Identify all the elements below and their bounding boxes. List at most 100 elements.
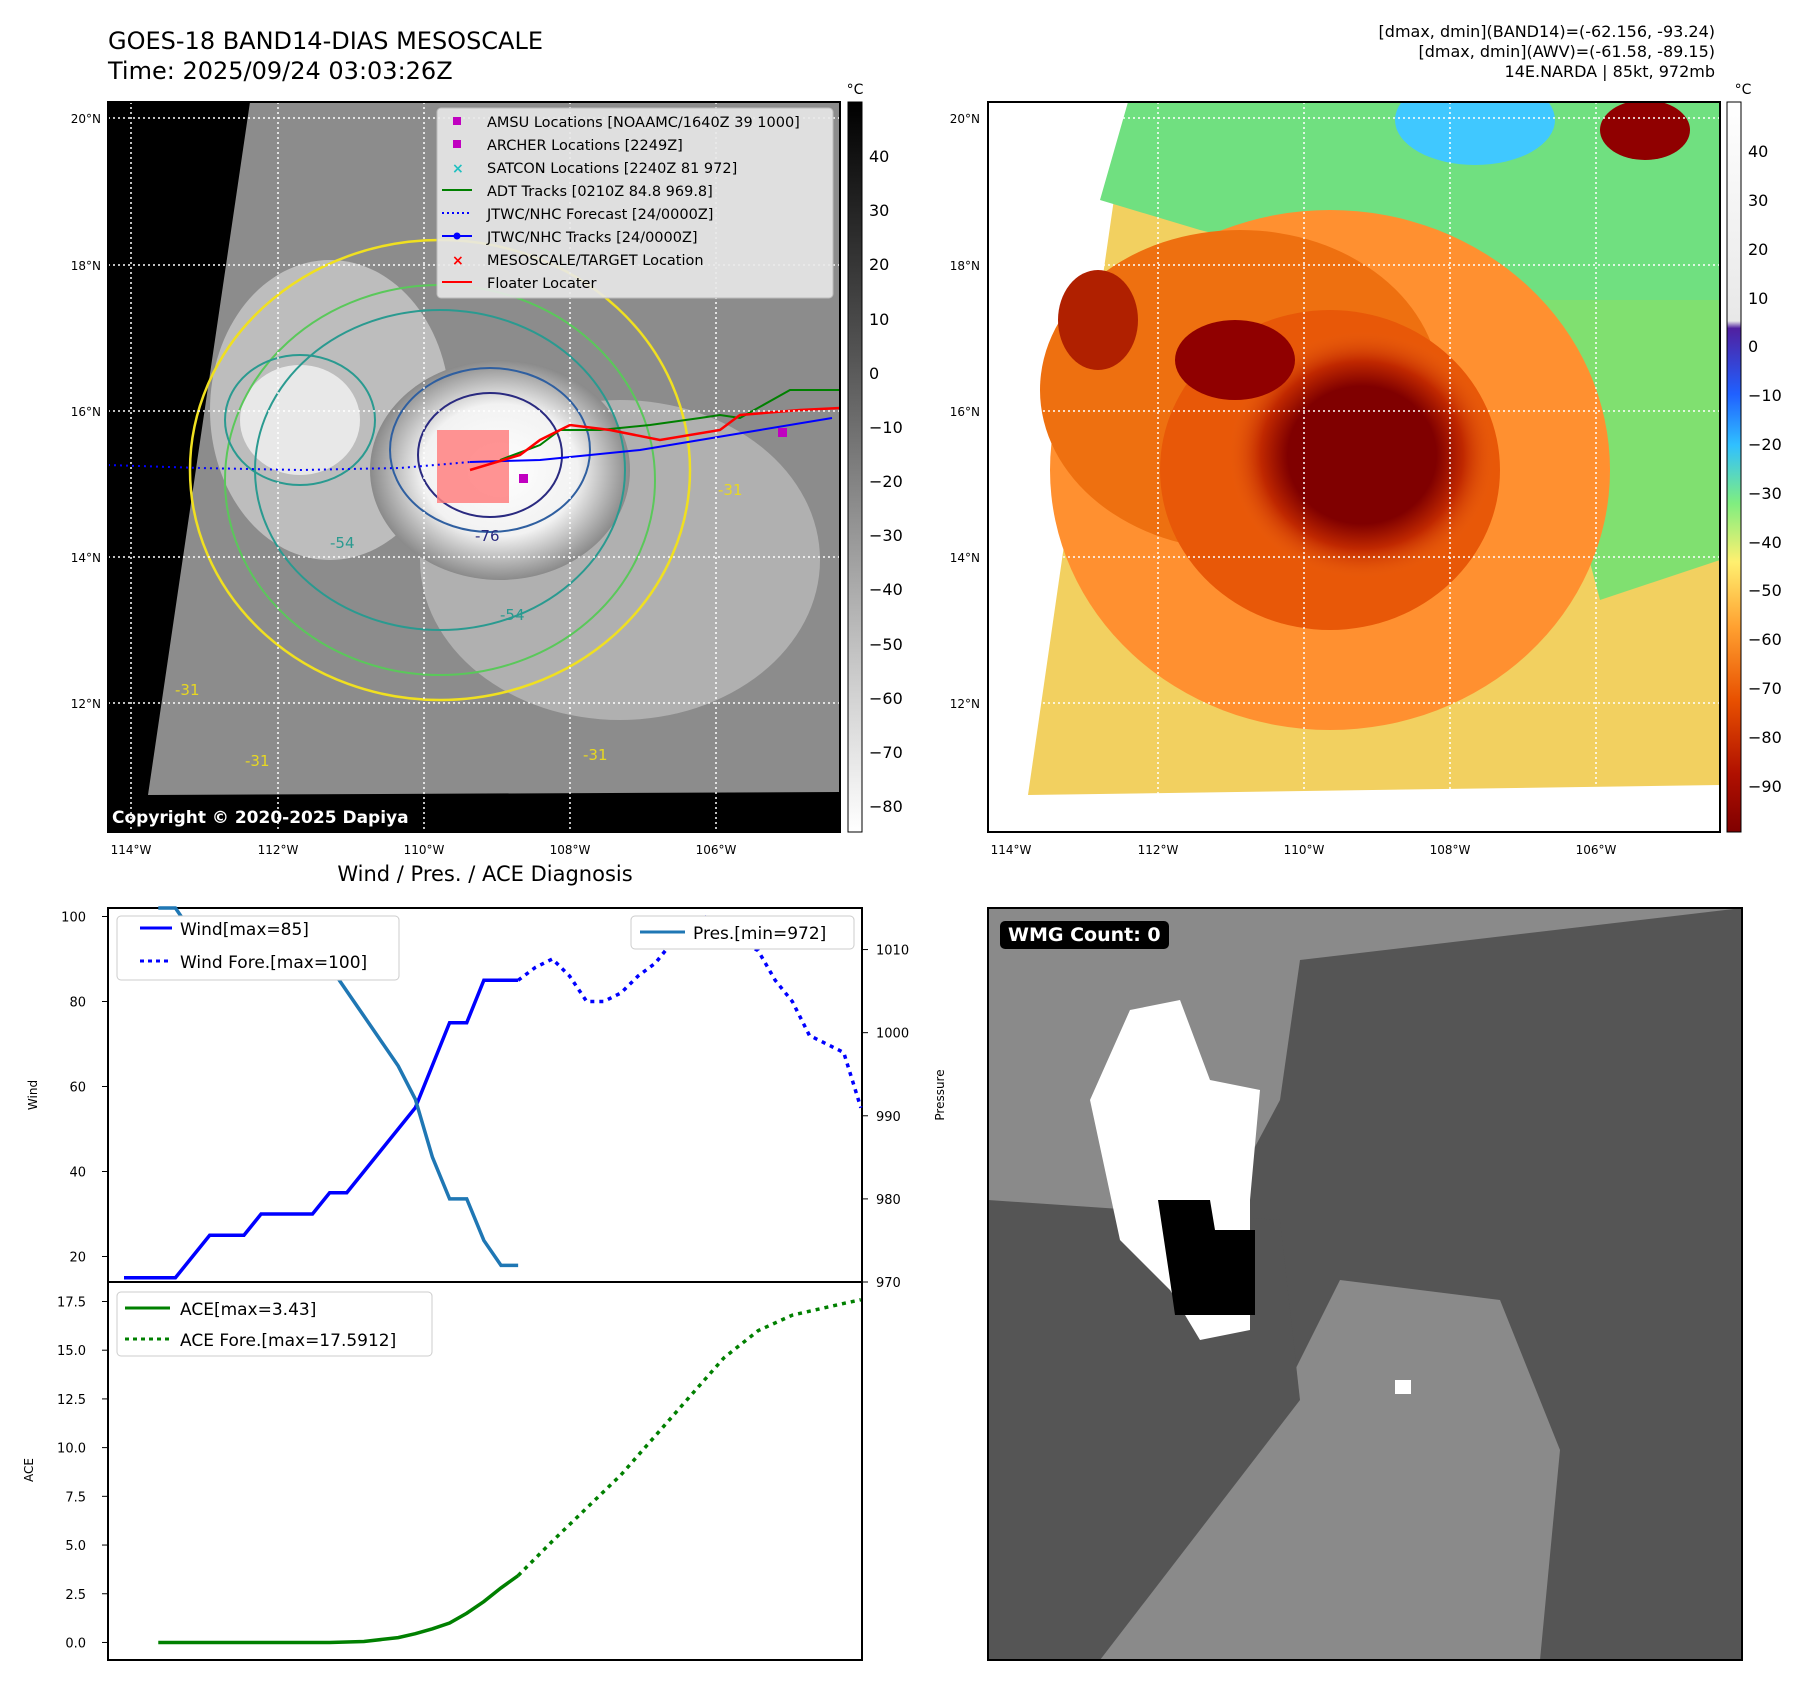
- ace-tick-label: 7.5: [65, 1490, 86, 1505]
- title-line-2: Time: 2025/09/24 03:03:26Z: [108, 57, 453, 85]
- ir-colorbar-tick: −10: [869, 418, 903, 437]
- pressure-legend: Pres.[min=972]: [630, 915, 855, 950]
- enhanced-colorbar: °C 40 30 20 10 0 −10 −20 −30 −40 −50 −60…: [1726, 82, 1782, 833]
- contour-blue: [389, 367, 591, 533]
- wind-tick-label: 80: [69, 996, 86, 1011]
- wind-legend: Wind[max=85] Wind Fore.[max=100]: [116, 915, 400, 981]
- lon-label: 112°W: [258, 843, 299, 857]
- title-line-1: GOES-18 BAND14-DIAS MESOSCALE: [108, 27, 544, 55]
- legend-archer-marker: [453, 140, 461, 148]
- contour-label: -54: [500, 606, 525, 624]
- series-line-1: [516, 1298, 862, 1577]
- legend-forecast-label: JTWC/NHC Forecast [24/0000Z]: [486, 207, 713, 223]
- legend-ace-label: ACE[max=3.43]: [180, 1300, 316, 1320]
- enhanced-colorbar-tick: −10: [1748, 386, 1782, 405]
- legend-amsu-label: AMSU Locations [NOAAMC/1640Z 39 1000]: [487, 115, 800, 131]
- cold-cloud-top: [1175, 320, 1295, 400]
- lat-label: 14°N: [950, 551, 980, 565]
- lat-label: 20°N: [950, 112, 980, 126]
- legend-archer-label: ARCHER Locations [2249Z]: [487, 138, 683, 154]
- enhanced-colorbar-tick: −50: [1748, 581, 1782, 600]
- ir-colorbar-tick: 40: [869, 147, 889, 166]
- diagnosis-title: Wind / Pres. / ACE Diagnosis: [337, 862, 633, 886]
- lat-label: 20°N: [71, 112, 101, 126]
- ir-colorbar-tick: −60: [869, 689, 903, 708]
- enhanced-colorbar-tick: −40: [1748, 533, 1782, 552]
- ir-cold-cloud: [240, 365, 360, 475]
- ace-legend: ACE[max=3.43] ACE Fore.[max=17.5912]: [116, 1291, 433, 1357]
- enhanced-colorbar-tick: −90: [1748, 777, 1782, 796]
- legend-adt-label: ADT Tracks [0210Z 84.8 969.8]: [487, 184, 713, 200]
- warm-cloud-region: [1100, 102, 1720, 330]
- lat-label: 12°N: [71, 697, 101, 711]
- lon-label: 110°W: [404, 843, 445, 857]
- contour-teal: [254, 309, 626, 631]
- stats-line-1: [dmax, dmin](BAND14)=(-62.156, -93.24): [1378, 22, 1715, 41]
- lon-label: 106°W: [1576, 843, 1617, 857]
- ir-colorbar-tick: −70: [869, 743, 903, 762]
- wmg-count-badge: WMG Count: 0: [1000, 921, 1169, 949]
- contour-label: -31: [718, 481, 743, 499]
- archer-location-marker: [519, 474, 528, 483]
- legend-ace-fore-label: ACE Fore.[max=17.5912]: [180, 1331, 396, 1351]
- series-line-0: [158, 1574, 520, 1645]
- pressure-tick-label: 990: [876, 1110, 901, 1125]
- enhanced-colorbar-tick: −30: [1748, 484, 1782, 503]
- wmg-panel: [988, 908, 1742, 1660]
- ir-lat-labels: 20°N 18°N 16°N 14°N 12°N: [71, 112, 101, 711]
- ace-plot: 0.0 2.5 5.0 7.5 10.0 12.5 15.0 17.5: [57, 1295, 862, 1651]
- wmg-white-cell: [1395, 1380, 1411, 1394]
- legend-tracks-label: JTWC/NHC Tracks [24/0000Z]: [486, 230, 698, 246]
- contour-label: -31: [245, 752, 270, 770]
- ir-colorbar-tick: −20: [869, 472, 903, 491]
- lon-label: 108°W: [1430, 843, 1471, 857]
- figure-title: GOES-18 BAND14-DIAS MESOSCALE Time: 2025…: [108, 26, 543, 86]
- lat-label: 14°N: [71, 551, 101, 565]
- enhanced-colorbar-tick: −60: [1748, 630, 1782, 649]
- legend-wind-label: Wind[max=85]: [180, 920, 309, 940]
- storm-central-dense-overcast: [1227, 330, 1497, 580]
- amsu-location-marker: [778, 428, 787, 437]
- ace-tick-label: 2.5: [65, 1588, 86, 1603]
- pressure-tick-label: 1000: [876, 1027, 909, 1042]
- enhanced-lat-labels: 20°N 18°N 16°N 14°N 12°N: [950, 112, 980, 711]
- lon-label: 106°W: [696, 843, 737, 857]
- best-track-line: [469, 417, 833, 463]
- mesoscale-target-box: [437, 430, 509, 503]
- legend-target-marker: ×: [452, 253, 464, 269]
- lon-label: 114°W: [111, 843, 152, 857]
- contour-label: -54: [330, 534, 355, 552]
- floater-locater-line: [469, 406, 840, 472]
- cold-cloud-patch: [1395, 102, 1555, 165]
- contour-label: -31: [175, 681, 200, 699]
- ir-colorbar-tick: −40: [869, 580, 903, 599]
- wind-tick-label: 20: [69, 1251, 86, 1266]
- ace-tick-label: 17.5: [57, 1295, 86, 1310]
- lat-label: 18°N: [950, 259, 980, 273]
- ir-lon-labels: 114°W 112°W 110°W 108°W 106°W: [111, 843, 737, 857]
- ace-tick-label: 5.0: [65, 1539, 86, 1554]
- lon-label: 114°W: [991, 843, 1032, 857]
- pressure-tick-label: 980: [876, 1193, 901, 1208]
- ir-colorbar-tick: 0: [869, 364, 879, 383]
- wmg-dark-region: [988, 908, 1742, 1660]
- enhanced-colorbar-unit: °C: [1735, 82, 1752, 98]
- lon-label: 112°W: [1138, 843, 1179, 857]
- lat-label: 12°N: [950, 697, 980, 711]
- ace-tick-label: 10.0: [57, 1442, 86, 1457]
- enhanced-colorbar-tick: −70: [1748, 679, 1782, 698]
- contour-label: -76: [475, 527, 500, 545]
- ir-colorbar-tick: −80: [869, 797, 903, 816]
- legend-satcon-marker: ×: [452, 161, 464, 177]
- ir-colorbar-tick: −50: [869, 635, 903, 654]
- figure-stats: [dmax, dmin](BAND14)=(-62.156, -93.24) […: [1379, 22, 1715, 82]
- ir-colorbar-tick: −30: [869, 526, 903, 545]
- wind-tick-label: 100: [61, 911, 86, 926]
- legend-amsu-marker: [453, 117, 461, 125]
- wind-axis-label: Wind: [26, 1080, 40, 1110]
- enhanced-colorbar-tick: 10: [1748, 289, 1768, 308]
- ir-map-frame: [107, 101, 841, 833]
- enhanced-colorbar-tick: 20: [1748, 240, 1768, 259]
- legend-wind-fore-label: Wind Fore.[max=100]: [180, 953, 367, 973]
